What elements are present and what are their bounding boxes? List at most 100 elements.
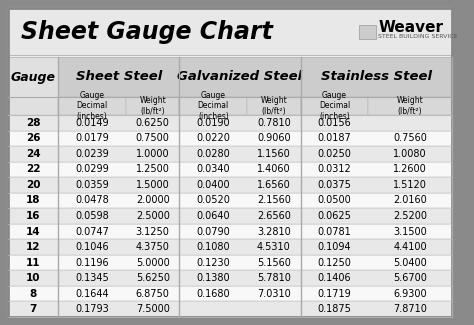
- Text: Gauge
Decimal
(inches): Gauge Decimal (inches): [76, 91, 108, 121]
- Text: 11: 11: [26, 258, 40, 267]
- Text: 0.0640: 0.0640: [197, 211, 230, 221]
- Text: 0.0790: 0.0790: [196, 227, 230, 237]
- FancyBboxPatch shape: [301, 57, 452, 97]
- Text: 0.1094: 0.1094: [318, 242, 351, 252]
- Text: 2.1560: 2.1560: [257, 195, 291, 205]
- Text: 14: 14: [26, 227, 40, 237]
- Text: 0.0625: 0.0625: [318, 211, 351, 221]
- Text: 0.1080: 0.1080: [197, 242, 230, 252]
- Text: 0.0239: 0.0239: [75, 149, 109, 159]
- Text: 0.1380: 0.1380: [197, 273, 230, 283]
- FancyBboxPatch shape: [8, 162, 452, 177]
- Text: 20: 20: [26, 180, 40, 190]
- Text: 0.1680: 0.1680: [197, 289, 230, 299]
- Text: Sheet Gauge Chart: Sheet Gauge Chart: [21, 20, 273, 44]
- Text: 2.6560: 2.6560: [257, 211, 291, 221]
- Text: 7.5000: 7.5000: [136, 304, 170, 314]
- FancyBboxPatch shape: [8, 302, 452, 317]
- Text: 5.1560: 5.1560: [257, 258, 291, 267]
- FancyBboxPatch shape: [8, 177, 452, 193]
- Text: 4.4100: 4.4100: [393, 242, 427, 252]
- Text: STEEL BUILDING SERVICE: STEEL BUILDING SERVICE: [378, 34, 458, 40]
- Text: 0.0781: 0.0781: [318, 227, 351, 237]
- Text: 3.2810: 3.2810: [257, 227, 291, 237]
- Text: 0.0187: 0.0187: [318, 133, 351, 143]
- Text: Stainless Steel: Stainless Steel: [321, 71, 432, 84]
- Text: 0.0478: 0.0478: [75, 195, 109, 205]
- Text: 0.0250: 0.0250: [318, 149, 351, 159]
- Text: 1.2500: 1.2500: [136, 164, 170, 175]
- Text: 1.0080: 1.0080: [393, 149, 427, 159]
- Text: 5.0000: 5.0000: [136, 258, 170, 267]
- Text: 12: 12: [26, 242, 40, 252]
- Text: 0.1345: 0.1345: [75, 273, 109, 283]
- Text: 5.6250: 5.6250: [136, 273, 170, 283]
- Text: 0.1644: 0.1644: [75, 289, 109, 299]
- Text: 0.0220: 0.0220: [196, 133, 230, 143]
- Text: 0.0156: 0.0156: [318, 118, 351, 128]
- Text: Gauge: Gauge: [10, 71, 55, 84]
- Text: 0.0375: 0.0375: [318, 180, 351, 190]
- Text: 0.0520: 0.0520: [196, 195, 230, 205]
- Text: 28: 28: [26, 118, 40, 128]
- Text: 2.5000: 2.5000: [136, 211, 170, 221]
- Text: 1.6560: 1.6560: [257, 180, 291, 190]
- Text: 0.1793: 0.1793: [75, 304, 109, 314]
- Text: Weight
(lb/ft²): Weight (lb/ft²): [139, 96, 166, 116]
- Text: 0.0280: 0.0280: [196, 149, 230, 159]
- Text: 3.1250: 3.1250: [136, 227, 170, 237]
- Text: 0.6250: 0.6250: [136, 118, 170, 128]
- Text: Gauge
Decimal
(inches): Gauge Decimal (inches): [319, 91, 350, 121]
- Text: 0.0312: 0.0312: [318, 164, 351, 175]
- FancyBboxPatch shape: [368, 97, 452, 115]
- FancyBboxPatch shape: [8, 193, 452, 208]
- Text: 0.1406: 0.1406: [318, 273, 351, 283]
- Text: 0.1875: 0.1875: [318, 304, 351, 314]
- Text: 7: 7: [29, 304, 36, 314]
- Text: 1.2600: 1.2600: [393, 164, 427, 175]
- FancyBboxPatch shape: [8, 239, 452, 255]
- Text: 5.6700: 5.6700: [393, 273, 427, 283]
- Text: Weaver: Weaver: [378, 20, 443, 35]
- FancyBboxPatch shape: [359, 25, 376, 39]
- FancyBboxPatch shape: [179, 57, 301, 97]
- FancyBboxPatch shape: [8, 270, 452, 286]
- Text: Weight
(lb/ft²): Weight (lb/ft²): [397, 96, 424, 116]
- Text: 1.0000: 1.0000: [136, 149, 170, 159]
- Text: 7.8710: 7.8710: [393, 304, 427, 314]
- Text: 0.9060: 0.9060: [257, 133, 291, 143]
- FancyBboxPatch shape: [8, 286, 452, 302]
- Text: 4.5310: 4.5310: [257, 242, 291, 252]
- Text: 22: 22: [26, 164, 40, 175]
- Text: 1.1560: 1.1560: [257, 149, 291, 159]
- FancyBboxPatch shape: [58, 97, 126, 115]
- FancyBboxPatch shape: [247, 97, 301, 115]
- Text: Weight
(lb/ft²): Weight (lb/ft²): [261, 96, 287, 116]
- Text: 6.9300: 6.9300: [393, 289, 427, 299]
- Text: 2.5200: 2.5200: [393, 211, 427, 221]
- Text: 5.0400: 5.0400: [393, 258, 427, 267]
- Text: 0.0747: 0.0747: [75, 227, 109, 237]
- FancyBboxPatch shape: [8, 131, 452, 146]
- FancyBboxPatch shape: [301, 97, 368, 115]
- Text: 0.0359: 0.0359: [75, 180, 109, 190]
- Text: 1.5120: 1.5120: [393, 180, 427, 190]
- Text: 0.7500: 0.7500: [136, 133, 170, 143]
- Text: 7.0310: 7.0310: [257, 289, 291, 299]
- Text: 0.0190: 0.0190: [197, 118, 230, 128]
- Text: 8: 8: [29, 289, 36, 299]
- Text: 0.0400: 0.0400: [197, 180, 230, 190]
- FancyBboxPatch shape: [179, 97, 247, 115]
- Text: 0.1230: 0.1230: [196, 258, 230, 267]
- Text: 0.7810: 0.7810: [257, 118, 291, 128]
- Text: 4.3750: 4.3750: [136, 242, 170, 252]
- FancyBboxPatch shape: [8, 115, 452, 131]
- Text: 2.0000: 2.0000: [136, 195, 170, 205]
- Text: 0.7560: 0.7560: [393, 133, 427, 143]
- FancyBboxPatch shape: [8, 8, 452, 317]
- Text: 0.1046: 0.1046: [75, 242, 109, 252]
- Text: 26: 26: [26, 133, 40, 143]
- FancyBboxPatch shape: [8, 208, 452, 224]
- FancyBboxPatch shape: [8, 8, 452, 55]
- Text: 5.7810: 5.7810: [257, 273, 291, 283]
